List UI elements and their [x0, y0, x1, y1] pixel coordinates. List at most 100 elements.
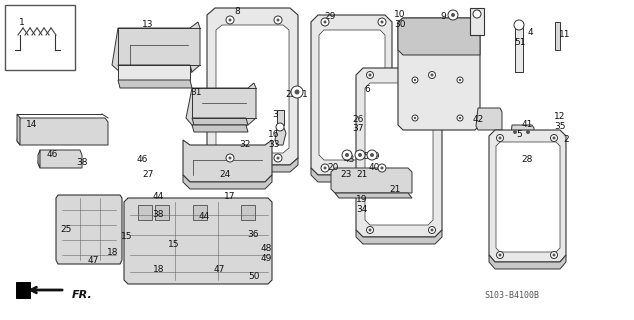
Circle shape: [552, 137, 555, 140]
Bar: [5, 5, 75, 70]
Text: 16: 16: [268, 130, 280, 139]
Circle shape: [358, 153, 362, 157]
Text: 24: 24: [219, 170, 231, 179]
Text: 15: 15: [168, 240, 180, 249]
Text: 6: 6: [364, 85, 370, 94]
Text: 22: 22: [285, 90, 297, 99]
Circle shape: [448, 10, 458, 20]
Circle shape: [459, 117, 461, 119]
Polygon shape: [38, 150, 82, 168]
Polygon shape: [192, 118, 248, 125]
Polygon shape: [489, 255, 566, 269]
Text: 50: 50: [249, 272, 260, 281]
Polygon shape: [192, 125, 248, 132]
Text: 20: 20: [327, 163, 339, 172]
Text: 10: 10: [394, 10, 406, 19]
Circle shape: [368, 228, 372, 231]
Circle shape: [457, 115, 463, 121]
Text: 41: 41: [521, 120, 533, 129]
Text: 15: 15: [121, 232, 133, 241]
Text: 39: 39: [368, 152, 380, 161]
Text: 4: 4: [527, 28, 533, 37]
Polygon shape: [118, 65, 192, 72]
Circle shape: [366, 71, 373, 78]
Polygon shape: [193, 205, 207, 220]
Circle shape: [291, 86, 303, 98]
Circle shape: [429, 227, 436, 234]
Circle shape: [412, 77, 418, 83]
Text: 29: 29: [325, 12, 335, 21]
Circle shape: [295, 90, 299, 94]
Circle shape: [430, 74, 434, 76]
Circle shape: [370, 153, 374, 157]
Polygon shape: [124, 198, 272, 284]
Polygon shape: [207, 8, 298, 165]
Text: 12: 12: [554, 112, 566, 121]
Polygon shape: [496, 142, 560, 252]
Text: 38: 38: [76, 158, 87, 167]
Text: 38: 38: [152, 210, 164, 219]
Circle shape: [552, 253, 555, 257]
Polygon shape: [17, 118, 108, 145]
Polygon shape: [398, 18, 480, 55]
Text: 1: 1: [302, 90, 308, 99]
Circle shape: [367, 150, 377, 160]
Circle shape: [378, 164, 386, 172]
Text: 46: 46: [136, 155, 148, 164]
Polygon shape: [356, 230, 442, 244]
Text: 19: 19: [356, 195, 368, 204]
Circle shape: [226, 154, 234, 162]
Text: 30: 30: [394, 20, 406, 29]
Circle shape: [274, 16, 282, 24]
Text: FR.: FR.: [72, 290, 93, 300]
Text: 35: 35: [554, 122, 566, 131]
Polygon shape: [311, 168, 392, 182]
Text: 11: 11: [559, 30, 571, 39]
Text: 26: 26: [353, 115, 364, 124]
Text: 36: 36: [247, 230, 259, 239]
Circle shape: [451, 13, 455, 17]
Text: 8: 8: [234, 7, 240, 16]
Circle shape: [430, 228, 434, 231]
Circle shape: [366, 227, 373, 234]
Circle shape: [378, 18, 386, 26]
Text: 25: 25: [60, 225, 72, 234]
Circle shape: [457, 77, 463, 83]
Polygon shape: [18, 285, 30, 295]
Text: 51: 51: [514, 38, 526, 47]
Polygon shape: [365, 83, 433, 225]
Circle shape: [550, 134, 557, 141]
Circle shape: [459, 79, 461, 81]
Polygon shape: [398, 18, 480, 130]
Circle shape: [380, 166, 384, 170]
Polygon shape: [56, 195, 122, 264]
Text: 18: 18: [153, 265, 165, 274]
Polygon shape: [183, 140, 272, 182]
Circle shape: [345, 153, 349, 157]
Circle shape: [342, 150, 352, 160]
Text: 37: 37: [353, 124, 364, 133]
Text: 13: 13: [142, 20, 154, 29]
Polygon shape: [155, 205, 169, 220]
Polygon shape: [277, 110, 284, 125]
Polygon shape: [476, 108, 502, 130]
Text: 21: 21: [389, 185, 401, 194]
Circle shape: [368, 74, 372, 76]
Polygon shape: [275, 128, 286, 145]
Polygon shape: [138, 205, 152, 220]
Polygon shape: [112, 22, 200, 72]
Circle shape: [228, 19, 231, 21]
Text: 47: 47: [87, 256, 99, 265]
Polygon shape: [183, 175, 272, 189]
Circle shape: [550, 252, 557, 259]
Circle shape: [355, 150, 365, 160]
Text: 44: 44: [198, 212, 210, 221]
Circle shape: [498, 137, 501, 140]
Polygon shape: [16, 282, 30, 298]
Text: 5: 5: [516, 130, 522, 139]
Circle shape: [496, 252, 503, 259]
Circle shape: [323, 20, 327, 23]
Text: 23: 23: [340, 170, 352, 179]
Circle shape: [496, 134, 503, 141]
Polygon shape: [216, 25, 289, 153]
